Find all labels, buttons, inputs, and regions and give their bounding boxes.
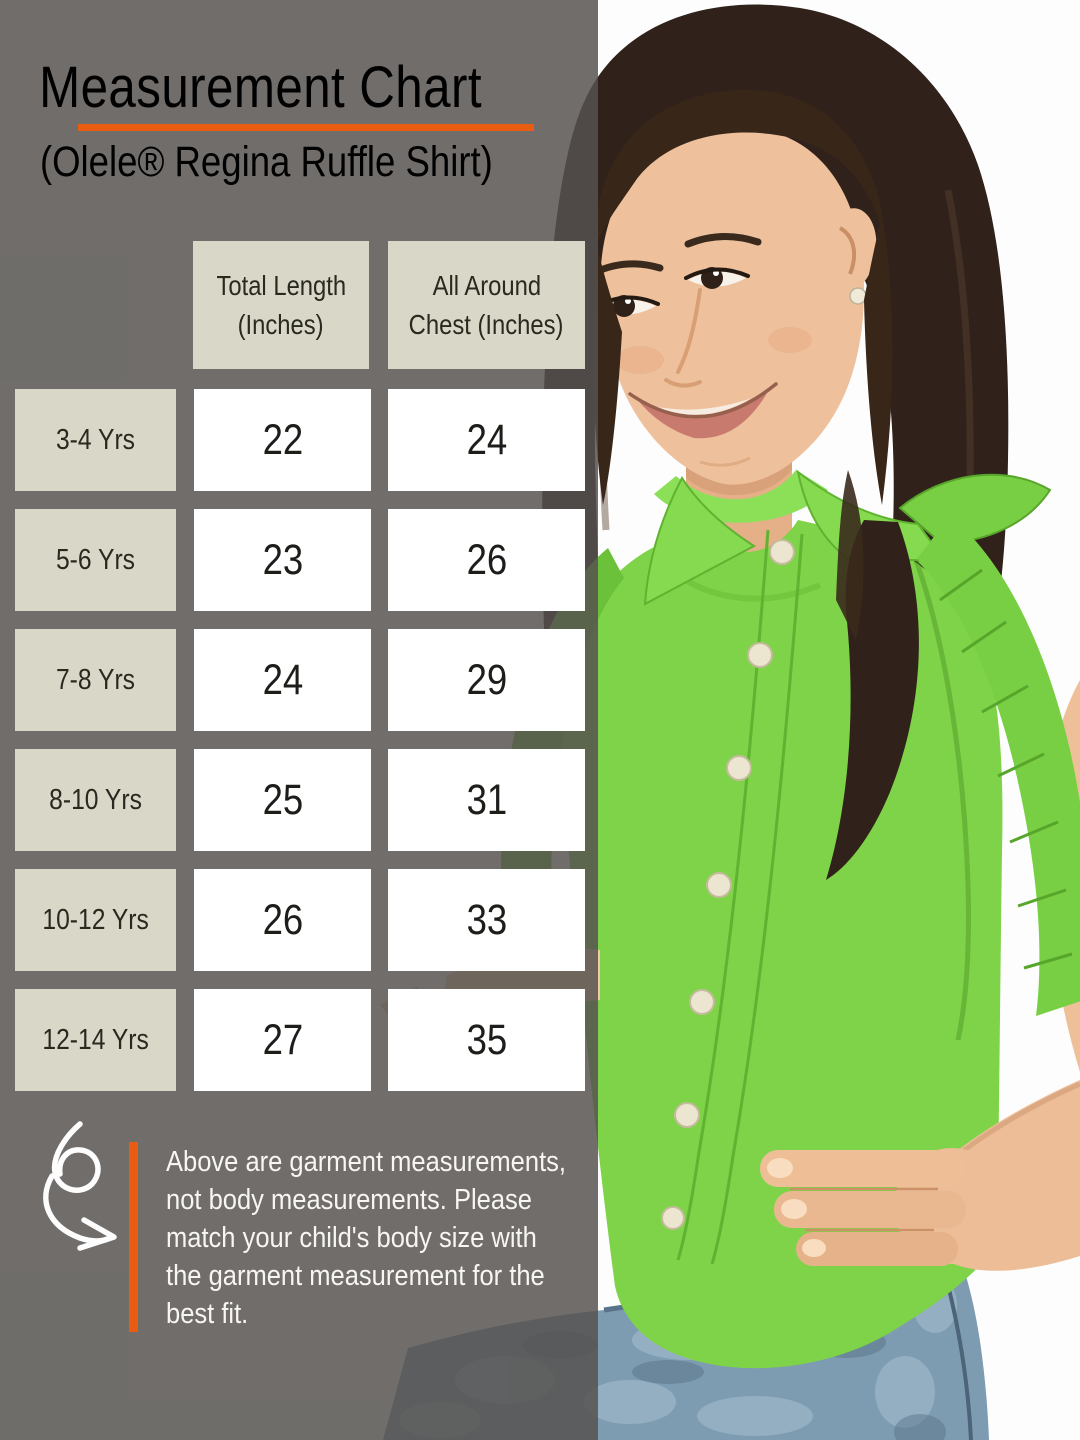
cell-value: 26 — [262, 895, 303, 944]
cell-value: 23 — [262, 535, 303, 584]
column-header-chest: All Around Chest (Inches) — [388, 241, 585, 369]
note-text: Above are garment measurements, not body… — [166, 1143, 586, 1333]
cell-total-length-5-6: 23 — [194, 509, 371, 611]
cell-chest-7-8: 29 — [388, 629, 585, 731]
note-line: match your child's body size with — [166, 1222, 537, 1254]
title-underline — [78, 124, 534, 131]
page-title: Measurement Chart — [0, 54, 610, 121]
cell-value: 27 — [262, 1015, 303, 1064]
row-label-text: 7-8 Yrs — [55, 663, 135, 696]
note-line: not body measurements. Please — [166, 1184, 532, 1216]
column-header-line: All Around — [432, 270, 541, 301]
row-label-12-14: 12-14 Yrs — [15, 989, 176, 1091]
cell-value: 35 — [466, 1015, 507, 1064]
column-header-line: Chest (Inches) — [409, 309, 564, 340]
note-line: the garment measurement for the — [166, 1260, 545, 1292]
cell-chest-12-14: 35 — [388, 989, 585, 1091]
row-label-5-6: 5-6 Yrs — [15, 509, 176, 611]
column-header-line: (Inches) — [238, 309, 324, 340]
row-label-10-12: 10-12 Yrs — [15, 869, 176, 971]
row-label-8-10: 8-10 Yrs — [15, 749, 176, 851]
row-label-text: 12-14 Yrs — [42, 1023, 149, 1056]
note-accent-bar — [129, 1142, 138, 1332]
cell-chest-3-4: 24 — [388, 389, 585, 491]
row-label-7-8: 7-8 Yrs — [15, 629, 176, 731]
cell-value: 24 — [262, 655, 303, 704]
cell-total-length-3-4: 22 — [194, 389, 371, 491]
cell-value: 24 — [466, 415, 507, 464]
cell-chest-5-6: 26 — [388, 509, 585, 611]
note-line: best fit. — [166, 1298, 249, 1330]
row-label-text: 5-6 Yrs — [55, 543, 135, 576]
cell-value: 25 — [262, 775, 303, 824]
page-title-text: Measurement Chart — [39, 55, 482, 120]
cell-chest-8-10: 31 — [388, 749, 585, 851]
cell-value: 22 — [262, 415, 303, 464]
cell-value: 29 — [466, 655, 507, 704]
cell-chest-10-12: 33 — [388, 869, 585, 971]
cell-value: 26 — [466, 535, 507, 584]
row-label-text: 10-12 Yrs — [42, 903, 149, 936]
row-label-text: 3-4 Yrs — [55, 423, 135, 456]
column-header-line: Total Length — [216, 270, 346, 301]
curly-arrow-icon — [43, 1121, 117, 1251]
cell-total-length-12-14: 27 — [194, 989, 371, 1091]
page-subtitle-text: (Olele® Regina Ruffle Shirt) — [39, 138, 493, 186]
cell-total-length-8-10: 25 — [194, 749, 371, 851]
cell-total-length-7-8: 24 — [194, 629, 371, 731]
cell-value: 31 — [466, 775, 507, 824]
row-label-text: 8-10 Yrs — [49, 783, 142, 816]
cell-value: 33 — [466, 895, 507, 944]
row-label-3-4: 3-4 Yrs — [15, 389, 176, 491]
note-line: Above are garment measurements, — [166, 1146, 567, 1178]
page-subtitle: (Olele® Regina Ruffle Shirt) — [0, 138, 610, 187]
column-header-total-length: Total Length (Inches) — [193, 241, 369, 369]
cell-total-length-10-12: 26 — [194, 869, 371, 971]
